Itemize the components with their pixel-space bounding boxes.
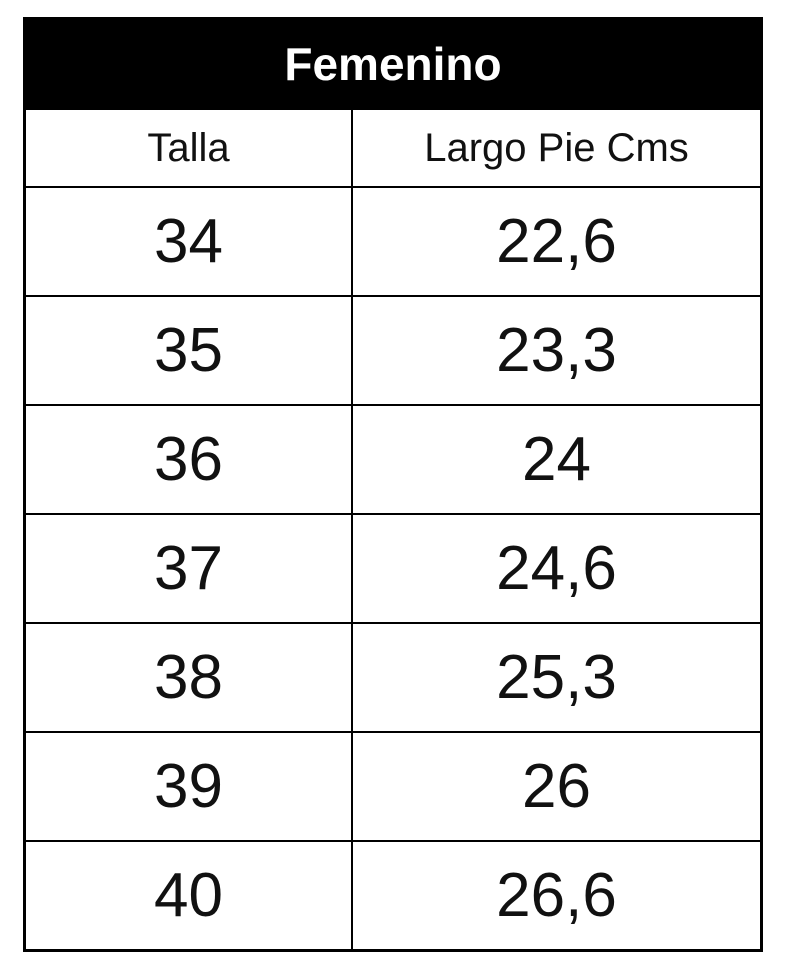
header-row: Talla Largo Pie Cms — [23, 108, 763, 188]
table-row: 39 26 — [23, 731, 763, 842]
length-cell: 24 — [351, 404, 763, 515]
table-title: Femenino — [23, 17, 763, 110]
size-cell: 38 — [23, 622, 353, 733]
length-cell: 23,3 — [351, 295, 763, 406]
length-cell: 26 — [351, 731, 763, 842]
size-cell: 40 — [23, 840, 353, 952]
table-row: 36 24 — [23, 404, 763, 515]
size-cell: 37 — [23, 513, 353, 624]
header-talla: Talla — [23, 108, 353, 188]
size-cell: 35 — [23, 295, 353, 406]
length-cell: 22,6 — [351, 186, 763, 297]
length-cell: 26,6 — [351, 840, 763, 952]
table-row: 38 25,3 — [23, 622, 763, 733]
table-row: 34 22,6 — [23, 186, 763, 297]
table-row: 35 23,3 — [23, 295, 763, 406]
size-cell: 34 — [23, 186, 353, 297]
length-cell: 25,3 — [351, 622, 763, 733]
length-cell: 24,6 — [351, 513, 763, 624]
size-cell: 36 — [23, 404, 353, 515]
size-table: Femenino Talla Largo Pie Cms 34 22,6 35 23… — [23, 17, 763, 952]
table-row: 40 26,6 — [23, 840, 763, 952]
header-largo-pie: Largo Pie Cms — [351, 108, 763, 188]
size-cell: 39 — [23, 731, 353, 842]
table-row: 37 24,6 — [23, 513, 763, 624]
